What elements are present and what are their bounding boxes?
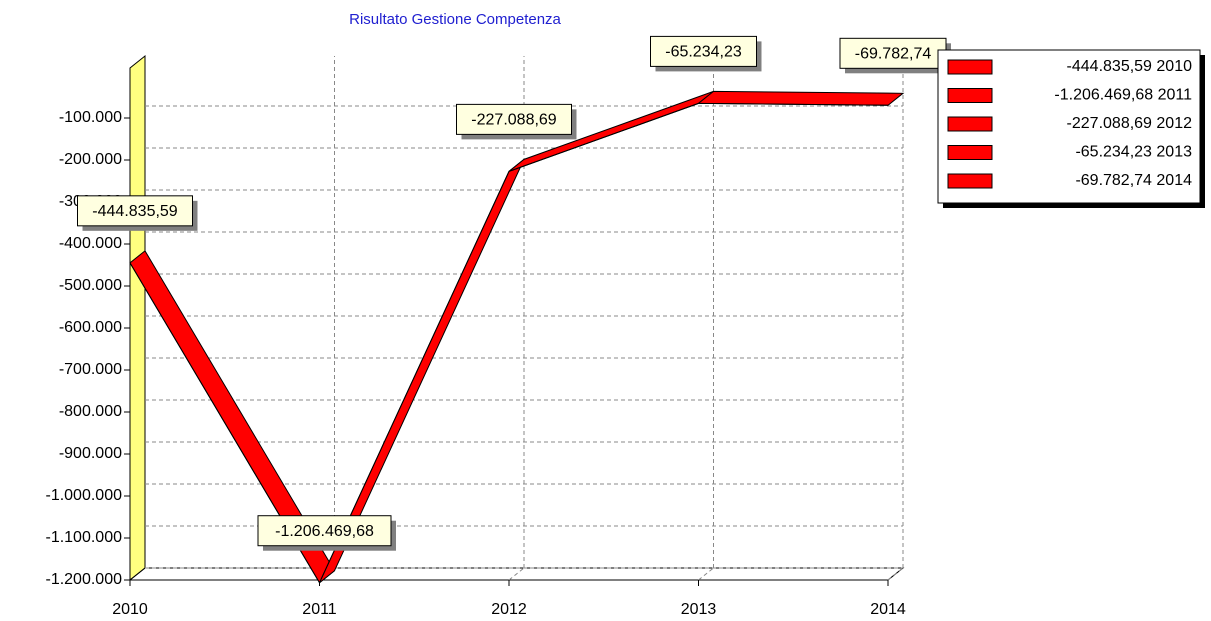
- legend-swatch: [947, 116, 993, 132]
- data-label: -65.234,23: [665, 44, 742, 61]
- legend-category: 2014: [1156, 172, 1192, 189]
- y-tick-label: -1.100.000: [45, 529, 122, 546]
- legend-label: -444.835,59 2010: [1067, 58, 1193, 75]
- line: [129, 102, 889, 584]
- legend-swatch: [947, 88, 993, 103]
- x-tick-label: 2013: [681, 601, 717, 618]
- legend-value: -1.206.469,68: [1054, 87, 1153, 104]
- legend-swatch: [947, 145, 993, 160]
- y-tick-label: -900.000: [59, 445, 122, 462]
- y-tick-label: -500.000: [59, 277, 122, 294]
- legend-label: -1.206.469,68 2011: [1054, 87, 1192, 104]
- x-tick-label: 2011: [302, 601, 337, 618]
- data-label: -69.782,74: [855, 46, 932, 63]
- legend-label: -65.234,23 2013: [1075, 144, 1192, 161]
- label-box: [257, 515, 392, 547]
- x-tick-label: 2014: [870, 601, 906, 618]
- legend-value: -444.835,59: [1067, 58, 1153, 75]
- data-label: -444.835,59: [92, 203, 178, 220]
- legend-swatch: [947, 173, 993, 189]
- y-tick-label: -1.200.000: [45, 571, 122, 588]
- left-wall: [129, 54, 146, 582]
- y-tick-label: -400.000: [59, 235, 122, 252]
- grid-line: [698, 567, 714, 581]
- legend-value: -65.234,23: [1075, 144, 1152, 161]
- data-label: -227.088,69: [471, 112, 557, 129]
- y-tick-label: -200.000: [59, 151, 122, 168]
- chart-title: Risultato Gestione Competenza: [349, 11, 561, 28]
- y-tick-label: -800.000: [59, 403, 122, 420]
- y-tick-label: -600.000: [59, 319, 122, 336]
- legend-category: 2012: [1156, 115, 1192, 132]
- legend-label: -227.088,69 2012: [1067, 115, 1193, 132]
- legend-swatch: [947, 59, 993, 75]
- legend-category: 2013: [1156, 144, 1192, 161]
- data-label: -1.206.469,68: [275, 523, 374, 540]
- y-tick-label: -1.000.000: [45, 487, 122, 504]
- x-tick-label: 2010: [112, 601, 148, 618]
- grid-line: [887, 567, 904, 581]
- legend-category: 2011: [1158, 87, 1193, 104]
- label-box: [839, 37, 947, 69]
- y-tick-label: -700.000: [59, 361, 122, 378]
- legend-value: -69.782,74: [1075, 172, 1152, 189]
- y-tick-label: -100.000: [59, 109, 122, 126]
- label-box: [650, 35, 757, 67]
- label-box: [77, 195, 193, 227]
- legend-value: -227.088,69: [1067, 115, 1153, 132]
- label-box: [456, 103, 572, 135]
- legend-label: -69.782,74 2014: [1075, 172, 1192, 189]
- grid-line: [508, 567, 525, 581]
- legend-category: 2010: [1156, 58, 1192, 75]
- x-tick-label: 2012: [491, 601, 527, 618]
